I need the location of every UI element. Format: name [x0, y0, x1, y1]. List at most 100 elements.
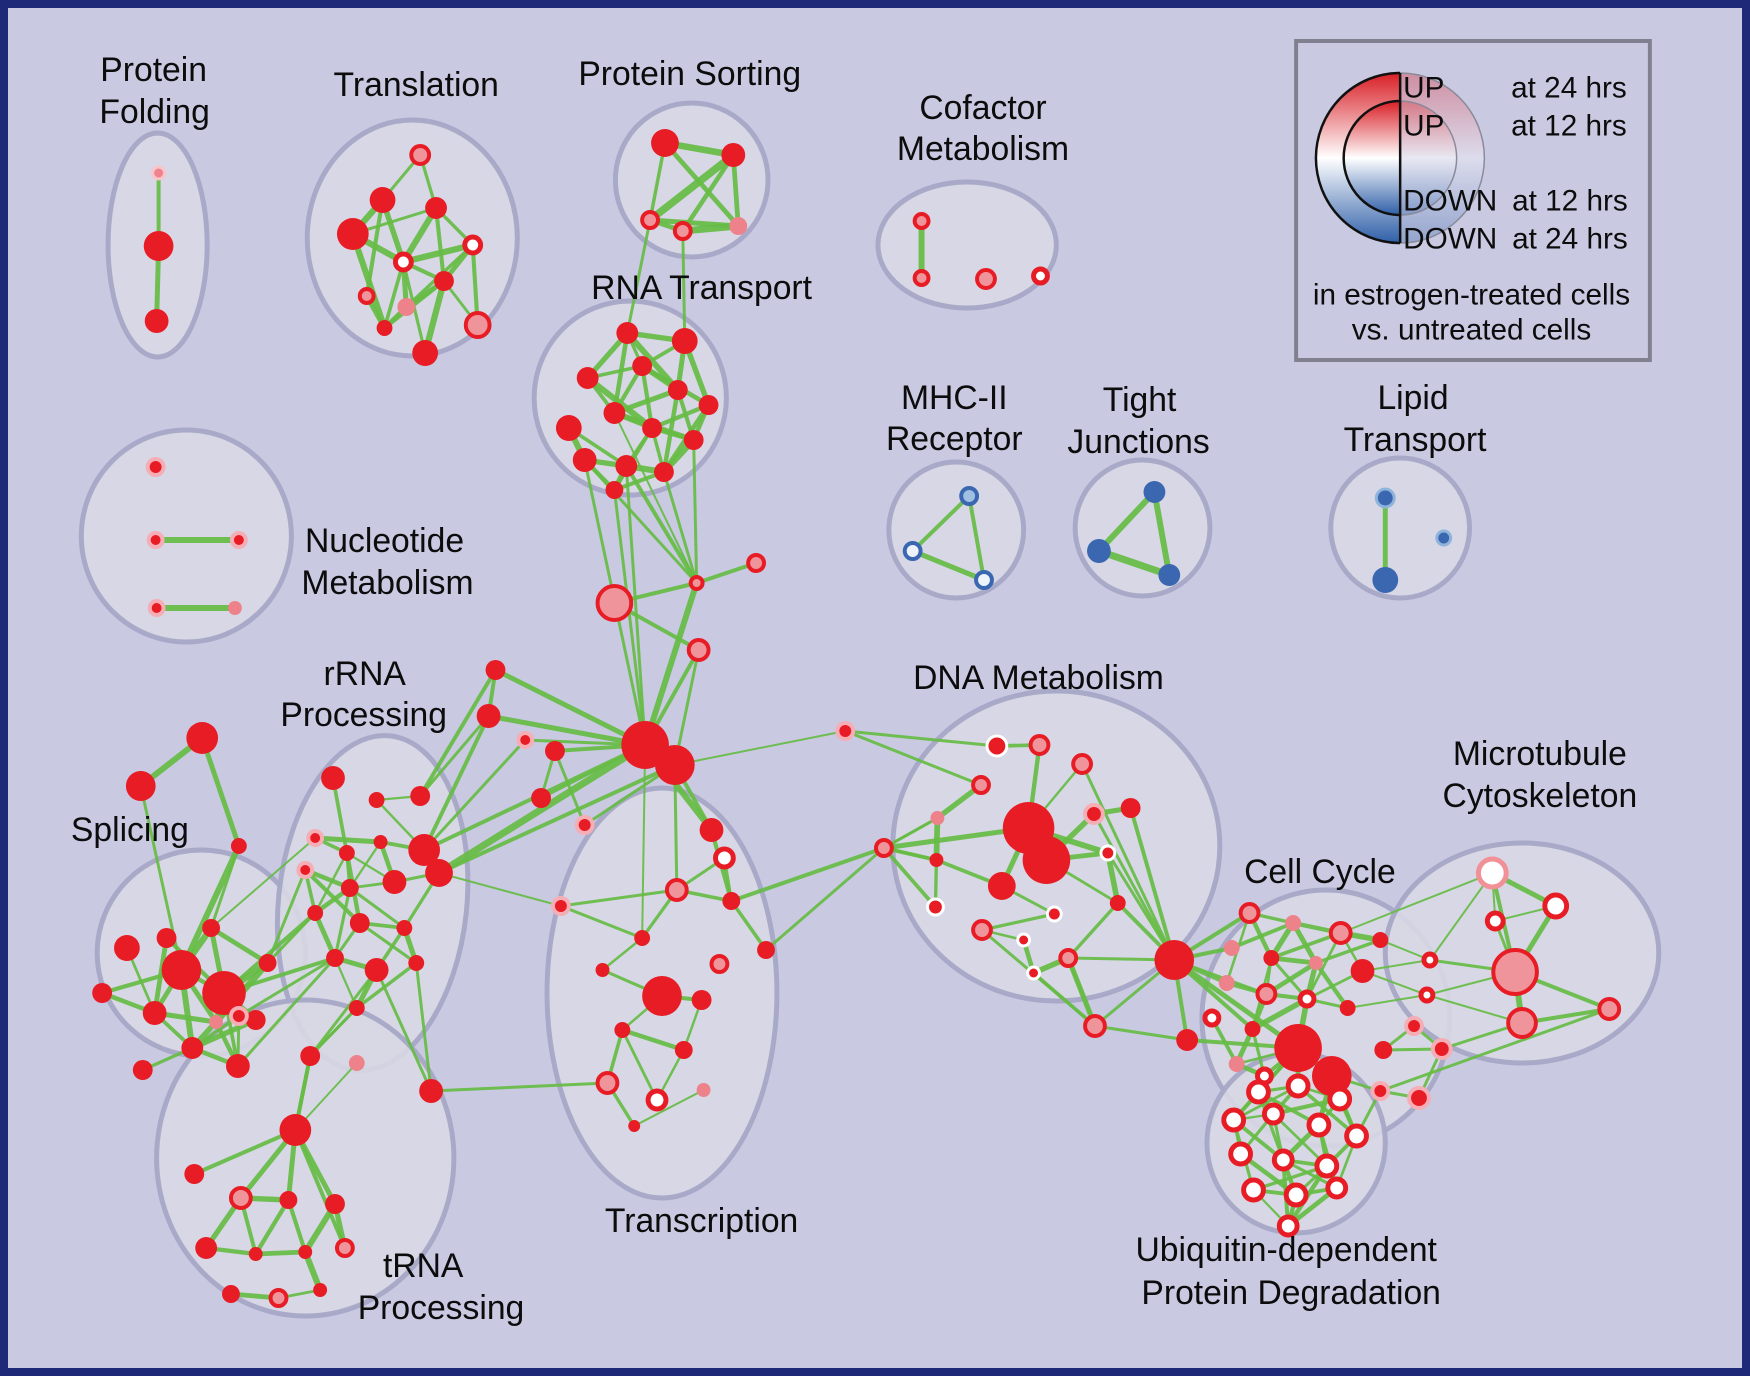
- gene-node[interactable]: [1228, 1141, 1254, 1167]
- gene-node[interactable]: [349, 913, 370, 933]
- gene-node[interactable]: [408, 834, 441, 866]
- gene-node[interactable]: [930, 811, 945, 825]
- gene-node[interactable]: [632, 356, 653, 376]
- gene-node[interactable]: [1327, 1086, 1353, 1112]
- gene-node[interactable]: [296, 861, 315, 879]
- gene-node[interactable]: [485, 660, 506, 680]
- gene-node[interactable]: [574, 815, 595, 835]
- gene-node[interactable]: [550, 896, 571, 916]
- gene-node[interactable]: [1244, 1021, 1261, 1037]
- gene-node[interactable]: [746, 553, 767, 573]
- gene-node[interactable]: [425, 859, 453, 887]
- gene-node[interactable]: [248, 1247, 263, 1261]
- gene-node[interactable]: [1022, 836, 1071, 884]
- gene-node[interactable]: [1223, 940, 1240, 956]
- gene-node[interactable]: [1218, 975, 1235, 991]
- gene-node[interactable]: [688, 575, 705, 591]
- gene-node[interactable]: [971, 919, 993, 941]
- gene-node[interactable]: [1263, 950, 1280, 966]
- gene-node[interactable]: [1083, 803, 1105, 825]
- gene-node[interactable]: [1506, 1007, 1538, 1039]
- gene-node[interactable]: [929, 853, 944, 867]
- gene-node[interactable]: [1475, 856, 1509, 890]
- gene-node[interactable]: [671, 328, 698, 354]
- gene-node[interactable]: [1484, 910, 1506, 932]
- gene-node[interactable]: [373, 835, 388, 849]
- gene-node[interactable]: [614, 1022, 631, 1038]
- gene-node[interactable]: [202, 919, 221, 937]
- gene-node[interactable]: [434, 271, 454, 291]
- gene-node[interactable]: [340, 879, 359, 897]
- gene-node[interactable]: [125, 771, 156, 801]
- gene-node[interactable]: [1083, 1014, 1107, 1038]
- gene-node[interactable]: [1274, 1024, 1322, 1072]
- gene-node[interactable]: [1374, 487, 1396, 509]
- gene-node[interactable]: [835, 721, 856, 741]
- gene-node[interactable]: [151, 165, 167, 181]
- gene-node[interactable]: [228, 1186, 253, 1210]
- gene-node[interactable]: [321, 766, 345, 790]
- gene-node[interactable]: [628, 1120, 641, 1132]
- gene-node[interactable]: [1370, 1081, 1391, 1101]
- gene-node[interactable]: [696, 1083, 711, 1097]
- gene-node[interactable]: [595, 584, 634, 622]
- gene-node[interactable]: [1418, 986, 1436, 1004]
- gene-node[interactable]: [615, 455, 638, 477]
- gene-node[interactable]: [1228, 1056, 1245, 1072]
- gene-node[interactable]: [1276, 1214, 1300, 1238]
- gene-node[interactable]: [1120, 798, 1141, 818]
- gene-node[interactable]: [1026, 965, 1041, 981]
- gene-node[interactable]: [1325, 1176, 1349, 1200]
- gene-node[interactable]: [1176, 1029, 1199, 1051]
- gene-node[interactable]: [419, 1079, 443, 1103]
- gene-node[interactable]: [1430, 1038, 1453, 1060]
- gene-node[interactable]: [645, 1088, 669, 1112]
- gene-node[interactable]: [114, 935, 140, 961]
- gene-node[interactable]: [1597, 997, 1622, 1021]
- gene-node[interactable]: [202, 971, 246, 1015]
- gene-node[interactable]: [555, 415, 582, 441]
- gene-node[interactable]: [146, 531, 165, 549]
- gene-node[interactable]: [959, 486, 980, 506]
- gene-node[interactable]: [722, 892, 741, 910]
- gene-node[interactable]: [1202, 1008, 1222, 1028]
- gene-node[interactable]: [1542, 892, 1570, 920]
- gene-node[interactable]: [516, 731, 535, 749]
- gene-node[interactable]: [642, 976, 682, 1016]
- gene-node[interactable]: [672, 221, 693, 241]
- gene-node[interactable]: [1311, 1056, 1352, 1096]
- gene-node[interactable]: [709, 954, 730, 974]
- gene-node[interactable]: [603, 402, 626, 424]
- gene-node[interactable]: [1154, 940, 1195, 980]
- gene-node[interactable]: [476, 704, 501, 728]
- gene-node[interactable]: [531, 788, 551, 808]
- gene-node[interactable]: [209, 1015, 224, 1029]
- gene-node[interactable]: [144, 309, 169, 333]
- gene-node[interactable]: [1297, 989, 1317, 1009]
- gene-node[interactable]: [640, 210, 660, 230]
- gene-node[interactable]: [412, 340, 439, 366]
- gene-node[interactable]: [1238, 902, 1261, 924]
- gene-node[interactable]: [229, 531, 248, 549]
- gene-node[interactable]: [1372, 567, 1399, 593]
- gene-node[interactable]: [279, 1191, 298, 1209]
- gene-node[interactable]: [1491, 948, 1539, 996]
- gene-node[interactable]: [1344, 1123, 1369, 1149]
- gene-node[interactable]: [161, 950, 202, 990]
- gene-node[interactable]: [667, 380, 688, 400]
- gene-node[interactable]: [145, 457, 166, 477]
- gene-node[interactable]: [1285, 915, 1302, 931]
- gene-node[interactable]: [382, 870, 407, 894]
- gene-node[interactable]: [1372, 932, 1389, 948]
- gene-node[interactable]: [545, 741, 565, 761]
- gene-node[interactable]: [874, 838, 894, 858]
- gene-node[interactable]: [1306, 1112, 1332, 1138]
- gene-node[interactable]: [325, 1194, 345, 1214]
- gene-node[interactable]: [392, 251, 414, 273]
- gene-node[interactable]: [409, 144, 432, 166]
- gene-node[interactable]: [654, 462, 674, 482]
- gene-node[interactable]: [1374, 1041, 1393, 1059]
- gene-node[interactable]: [338, 845, 355, 861]
- gene-node[interactable]: [181, 1037, 204, 1059]
- gene-node[interactable]: [1016, 932, 1032, 948]
